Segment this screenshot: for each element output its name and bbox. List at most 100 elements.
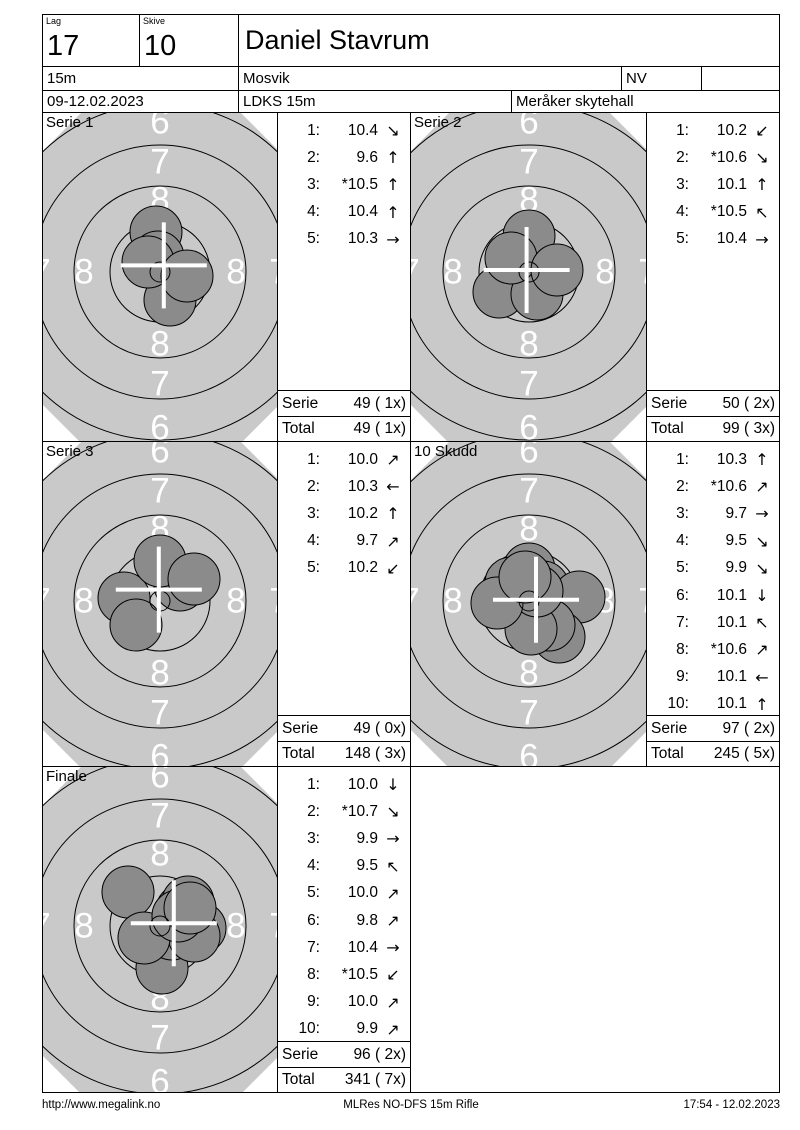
target-graphic-10-skudd: 6788877876 — [411, 442, 646, 766]
shot-value: 10.2 — [347, 504, 378, 522]
shot-hole — [484, 231, 538, 285]
ring-number: 8 — [150, 325, 169, 364]
total-sum-label: Total — [282, 1071, 315, 1088]
ring-number: 8 — [150, 654, 169, 693]
target-graphic-serie-3: 6788877876 — [43, 442, 277, 766]
panel-label-finale: Finale — [46, 768, 87, 785]
shot-number: 5: — [307, 884, 320, 902]
shot-number: 3: — [676, 504, 689, 522]
shot-direction-arrow-icon: ↑ — [755, 450, 769, 470]
club-cell: Mosvik — [238, 66, 622, 91]
shot-number: 4: — [676, 203, 689, 221]
shot-direction-arrow-icon: → — [386, 938, 400, 958]
shot-value: 10.4 — [347, 938, 378, 956]
ring-number: 8 — [519, 181, 538, 220]
shot-hole — [160, 249, 214, 303]
ring-circle — [411, 473, 646, 729]
footer-url: http://www.megalink.no — [42, 1099, 161, 1111]
shot-direction-arrow-icon: ↘ — [755, 558, 769, 578]
skive-value: 10 — [144, 30, 177, 62]
footer-program: MLRes NO-DFS 15m Rifle — [343, 1099, 479, 1111]
target-finale: 6788877876Finale — [42, 766, 278, 1093]
shot-direction-arrow-icon: ↖ — [386, 856, 400, 876]
total-sum-label: Total — [282, 420, 315, 437]
shot-row: 7: 10.1 ↖ — [647, 609, 779, 636]
scorebox-serie-3: 1: 10.0 ↗ 2: 10.3 ← 3: 10.2 ↑ 4: 9.7 ↗ 5: 10.2 ↙ Serie 4… — [277, 441, 411, 767]
shot-list: 1: 10.3 ↑ 2: *10.6 ↗ 3: 9.7 → 4: 9.5 ↘ 5: 9.9 ↘ 6: 10.1 ↓… — [647, 442, 779, 718]
scorebox-finale: 1: 10.0 ↓ 2: *10.7 ↘ 3: 9.9 → 4: 9.5 ↖ 5: 10.0 ↗ 6: 9.8 ↗… — [277, 766, 411, 1093]
shot-direction-arrow-icon: → — [755, 229, 769, 249]
shot-direction-arrow-icon: ↗ — [755, 640, 769, 660]
shot-value: 10.3 — [347, 230, 378, 248]
ring-circle — [442, 185, 616, 359]
shot-row: 2: 9.6 ↑ — [278, 144, 410, 171]
shot-list: 1: 10.0 ↓ 2: *10.7 ↘ 3: 9.9 → 4: 9.5 ↖ 5: 10.0 ↗ 6: 9.8 ↗… — [278, 767, 410, 1043]
shot-number: 1: — [676, 450, 689, 468]
ring-circle — [73, 185, 247, 359]
shot-row: 8: *10.6 ↗ — [647, 636, 779, 663]
ring-circle — [43, 473, 277, 729]
shot-direction-arrow-icon: ↓ — [755, 586, 769, 606]
shot-list: 1: 10.0 ↗ 2: 10.3 ← 3: 10.2 ↑ 4: 9.7 ↗ 5: 10.2 ↙ — [278, 442, 410, 582]
shot-value: *10.6 — [710, 640, 747, 658]
range-cell: 15m — [42, 66, 239, 91]
shot-number: 4: — [307, 203, 320, 221]
total-sum-row: Total 49 ( 1x) — [278, 416, 410, 441]
shot-direction-arrow-icon: → — [755, 504, 769, 524]
shot-direction-arrow-icon: ↗ — [386, 450, 400, 470]
serie-sum-label: Serie — [282, 394, 319, 412]
shot-direction-arrow-icon: ↑ — [386, 148, 400, 168]
shot-number: 5: — [307, 559, 320, 577]
shot-row: 3: 9.9 → — [278, 825, 410, 852]
serie-sum-label: Serie — [282, 719, 319, 737]
panel-label-10-skudd: 10 Skudd — [414, 443, 478, 460]
total-sum-label: Total — [282, 745, 315, 762]
shot-direction-arrow-icon: ↖ — [755, 613, 769, 633]
shot-number: 2: — [676, 148, 689, 166]
shot-number: 8: — [676, 640, 689, 658]
serie-sum-value: 96 ( 2x) — [353, 1045, 406, 1063]
shot-direction-arrow-icon: ↘ — [755, 148, 769, 168]
target-graphic-serie-2: 6788877876 — [411, 113, 646, 441]
ring-number: 7 — [519, 472, 538, 511]
shot-number: 2: — [676, 477, 689, 495]
shot-hole — [498, 550, 552, 604]
serie-sum-label: Serie — [282, 1045, 319, 1063]
shot-row: 2: *10.6 ↘ — [647, 144, 779, 171]
shot-number: 4: — [307, 532, 320, 550]
shot-row: 4: *10.5 ↖ — [647, 199, 779, 226]
serie-sum-row: Serie 49 ( 1x) — [278, 390, 410, 416]
ring-number: 6 — [150, 113, 169, 142]
shot-number: 3: — [676, 175, 689, 193]
shot-direction-arrow-icon: ↑ — [755, 694, 769, 714]
total-sum-row: Total 99 ( 3x) — [647, 416, 779, 441]
footer-timestamp: 17:54 - 12.02.2023 — [683, 1099, 780, 1111]
shot-row: 2: 10.3 ← — [278, 473, 410, 500]
ring-circle — [411, 113, 646, 441]
shot-number: 1: — [307, 121, 320, 139]
shot-row: 1: 10.4 ↘ — [278, 117, 410, 144]
ring-number: 8 — [519, 325, 538, 364]
ring-circle — [43, 113, 277, 441]
ring-number: 8 — [226, 907, 245, 946]
target-serie-3: 6788877876Serie 3 — [42, 441, 278, 767]
shot-direction-arrow-icon: → — [386, 829, 400, 849]
shot-value: 10.2 — [347, 559, 378, 577]
shot-row: 1: 10.3 ↑ — [647, 446, 779, 473]
ring-number: 7 — [411, 253, 420, 292]
shot-hole — [109, 598, 163, 652]
ring-number: 8 — [150, 835, 169, 874]
shot-value: 9.6 — [356, 148, 378, 166]
shot-number: 9: — [307, 993, 320, 1011]
shot-value: 9.7 — [356, 532, 378, 550]
shot-row: 5: 9.9 ↘ — [647, 555, 779, 582]
shot-row: 4: 9.5 ↖ — [278, 853, 410, 880]
shot-number: 8: — [307, 965, 320, 983]
total-sum-value: 99 ( 3x) — [722, 420, 775, 437]
shot-value: 9.7 — [725, 504, 747, 522]
shot-value: 9.5 — [725, 532, 747, 550]
shot-value: 10.0 — [347, 450, 378, 468]
shot-value: 9.5 — [356, 857, 378, 875]
shot-value: *10.5 — [341, 175, 378, 193]
shooter-name-cell: Daniel Stavrum — [238, 14, 780, 67]
